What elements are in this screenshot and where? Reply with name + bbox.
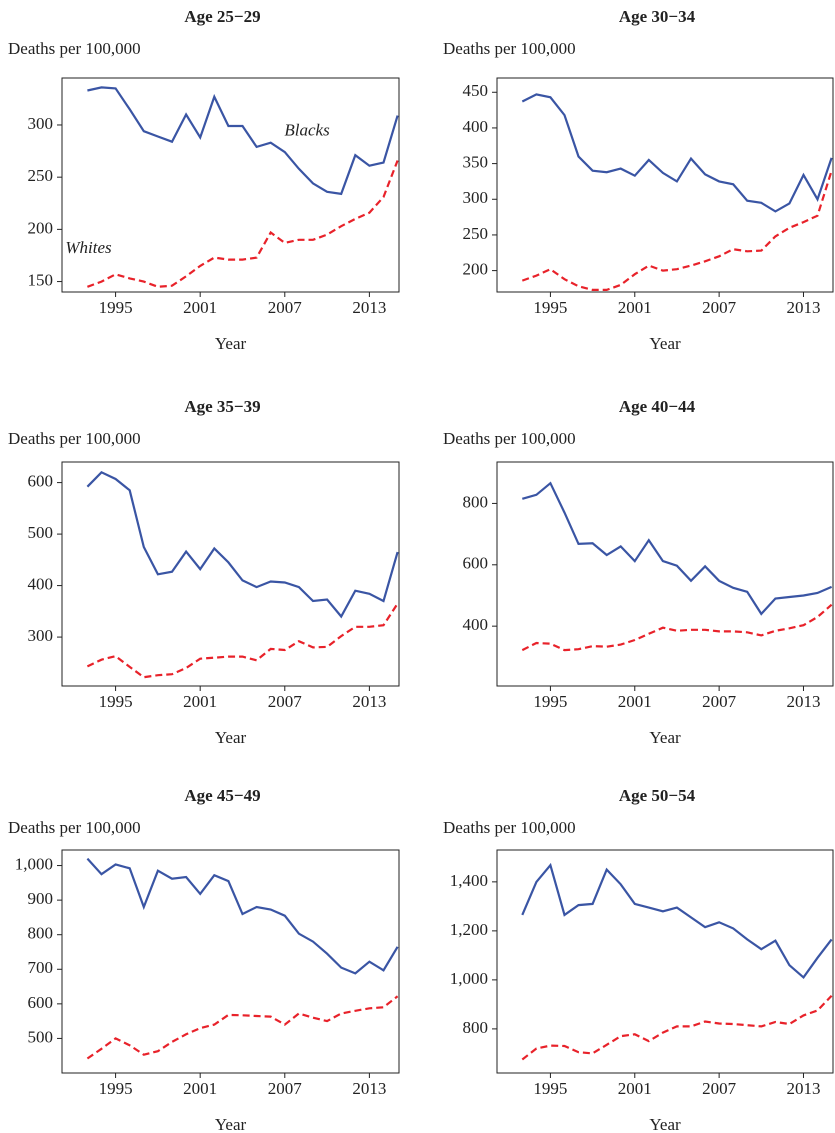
panel: Age 45−49 Deaths per 100,000 Year 500 600 700…	[8, 786, 400, 1133]
y-axis-label: Deaths per 100,000	[8, 39, 141, 58]
series-annotation: Blacks	[284, 120, 330, 139]
series-line	[86, 470, 399, 619]
series-annotation: Whites	[65, 238, 112, 257]
y-tick-label: 900	[28, 889, 54, 908]
x-tick-label: 2007	[702, 692, 737, 711]
panel-title: Age 40−44	[619, 397, 696, 416]
x-tick-label: 1995	[99, 298, 133, 317]
y-tick-label: 200	[463, 260, 489, 279]
x-tick-label: 1995	[533, 692, 567, 711]
y-tick-label: 300	[28, 114, 54, 133]
x-axis-label: Year	[215, 1115, 247, 1133]
x-tick-label: 2013	[786, 298, 820, 317]
x-tick-label: 1995	[533, 1079, 567, 1098]
panel: Age 35−39 Deaths per 100,000 Year 300 400 500…	[8, 397, 400, 747]
x-tick-label: 2001	[618, 298, 652, 317]
x-tick-label: 2001	[183, 692, 217, 711]
y-tick-label: 400	[28, 574, 54, 593]
series-line	[521, 170, 833, 291]
y-tick-label: 400	[463, 117, 489, 136]
x-tick-label: 2013	[352, 1079, 386, 1098]
series-line	[521, 93, 833, 213]
x-tick-label: 2013	[352, 298, 386, 317]
panel: Age 50−54 Deaths per 100,000 Year 800 1,000 1…	[443, 786, 834, 1133]
y-tick-label: 600	[28, 993, 54, 1012]
y-tick-label: 350	[463, 153, 489, 172]
x-tick-label: 2007	[268, 298, 303, 317]
x-tick-label: 2001	[618, 692, 652, 711]
y-tick-label: 400	[463, 615, 489, 634]
panel-title: Age 25−29	[184, 7, 260, 26]
y-tick-label: 800	[28, 924, 54, 943]
x-tick-label: 2007	[702, 1079, 737, 1098]
y-tick-label: 250	[28, 166, 54, 185]
x-tick-label: 2001	[183, 298, 217, 317]
y-tick-label: 500	[28, 523, 54, 542]
x-tick-label: 2013	[352, 692, 386, 711]
x-tick-label: 2007	[268, 1079, 303, 1098]
series-line	[86, 995, 399, 1060]
x-tick-label: 1995	[99, 1079, 133, 1098]
series-line	[521, 481, 833, 616]
y-tick-label: 1,000	[15, 854, 53, 873]
y-tick-label: 500	[28, 1027, 54, 1046]
y-axis-label: Deaths per 100,000	[443, 818, 576, 837]
plot-frame	[61, 849, 400, 1074]
series-line	[86, 857, 399, 975]
x-tick-label: 2007	[702, 298, 737, 317]
plot-frame	[61, 77, 400, 293]
panel-title: Age 35−39	[184, 397, 260, 416]
x-axis-label: Year	[649, 728, 681, 747]
panel-title: Age 50−54	[619, 786, 696, 805]
y-tick-label: 150	[28, 270, 54, 289]
series-line	[521, 862, 833, 980]
x-tick-label: 2001	[618, 1079, 652, 1098]
y-tick-label: 1,000	[450, 969, 488, 988]
panel-title: Age 45−49	[184, 786, 260, 805]
series-line	[521, 995, 833, 1061]
y-axis-label: Deaths per 100,000	[8, 429, 141, 448]
y-tick-label: 1,200	[450, 920, 488, 939]
x-axis-label: Year	[215, 334, 247, 353]
x-tick-label: 2007	[268, 692, 303, 711]
series-line	[87, 86, 399, 196]
y-tick-label: 800	[463, 492, 489, 511]
panel: Age 40−44 Deaths per 100,000 Year 400 600 800…	[443, 397, 834, 747]
x-axis-label: Year	[649, 334, 681, 353]
x-axis-label: Year	[649, 1115, 681, 1133]
y-tick-label: 300	[28, 626, 54, 645]
series-line	[86, 602, 399, 679]
y-tick-label: 250	[463, 224, 489, 243]
y-tick-label: 600	[28, 472, 54, 491]
y-tick-label: 300	[463, 188, 489, 207]
y-tick-label: 1,400	[450, 871, 488, 890]
series-line	[87, 160, 399, 288]
plot-frame	[496, 461, 834, 687]
y-tick-label: 700	[28, 958, 54, 977]
panel-title: Age 30−34	[619, 7, 696, 26]
series-line	[521, 603, 833, 652]
panel: Age 30−34 Deaths per 100,000 Year 200 250 300…	[443, 7, 834, 353]
plot-frame	[496, 849, 834, 1074]
y-axis-label: Deaths per 100,000	[443, 429, 576, 448]
y-tick-label: 800	[463, 1018, 489, 1037]
x-tick-label: 1995	[99, 692, 133, 711]
plot-frame	[496, 77, 834, 293]
plot-frame	[61, 461, 400, 687]
x-tick-label: 2001	[183, 1079, 217, 1098]
x-tick-label: 1995	[533, 298, 567, 317]
y-tick-label: 600	[463, 554, 489, 573]
x-tick-label: 2013	[786, 692, 820, 711]
y-axis-label: Deaths per 100,000	[443, 39, 576, 58]
x-axis-label: Year	[215, 728, 247, 747]
panel: Age 25−29 Deaths per 100,000 Year 150 200 250…	[8, 7, 400, 353]
x-tick-label: 2013	[786, 1079, 820, 1098]
y-tick-label: 450	[463, 81, 489, 100]
y-axis-label: Deaths per 100,000	[8, 818, 141, 837]
y-tick-label: 200	[28, 218, 54, 237]
